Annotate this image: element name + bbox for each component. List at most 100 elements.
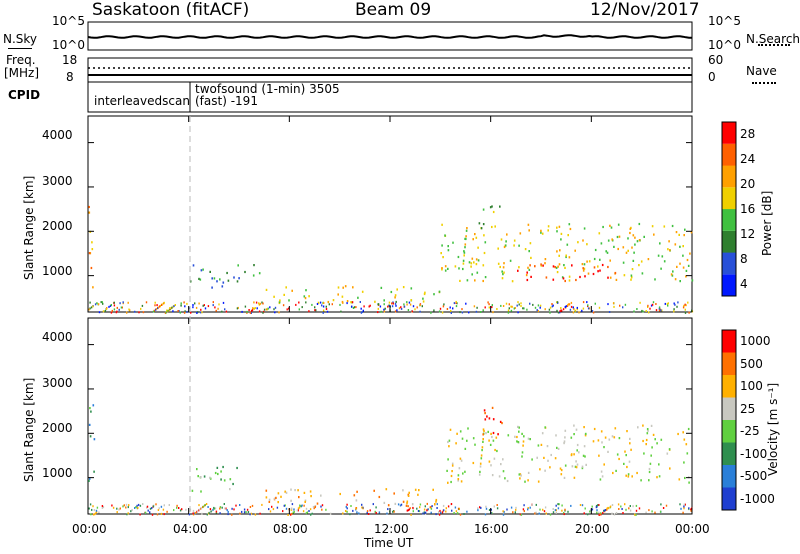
colorbar-swatch: [722, 375, 736, 398]
data-pixel: [266, 308, 268, 311]
data-pixel: [251, 309, 254, 312]
data-pixel: [473, 261, 475, 264]
data-pixel: [137, 506, 139, 509]
data-pixel: [574, 465, 577, 468]
data-pixel: [527, 508, 529, 511]
data-pixel: [285, 491, 288, 494]
data-pixel: [659, 242, 661, 245]
data-pixel: [337, 293, 339, 296]
data-pixel: [202, 505, 205, 508]
data-pixel: [493, 457, 496, 460]
data-pixel: [482, 208, 485, 211]
data-pixel: [480, 311, 482, 313]
data-pixel: [531, 503, 533, 506]
data-pixel: [392, 510, 394, 513]
data-pixel: [321, 304, 323, 307]
data-pixel: [101, 506, 104, 509]
data-pixel: [155, 308, 158, 311]
data-pixel: [602, 225, 604, 229]
data-pixel: [625, 454, 627, 457]
data-pixel: [407, 509, 409, 512]
data-pixel: [524, 248, 527, 251]
data-pixel: [293, 508, 295, 511]
data-pixel: [342, 301, 344, 304]
data-pixel: [617, 247, 619, 251]
data-pixel: [594, 248, 597, 252]
data-pixel: [339, 303, 341, 306]
data-pixel: [282, 304, 285, 307]
data-pixel: [434, 503, 436, 505]
data-pixel: [118, 308, 120, 311]
data-pixel: [410, 287, 413, 290]
data-pixel: [537, 304, 540, 307]
data-pixel: [647, 429, 649, 432]
data-pixel: [599, 478, 602, 481]
data-pixel: [196, 312, 198, 314]
data-pixel: [636, 308, 638, 310]
data-pixel: [346, 302, 348, 305]
data-pixel: [573, 308, 575, 311]
data-pixel: [409, 507, 411, 510]
data-pixel: [288, 307, 290, 310]
data-pixel: [475, 236, 478, 239]
data-pixel: [298, 496, 300, 499]
data-pixel: [179, 509, 182, 512]
data-pixel: [134, 507, 136, 509]
data-pixel: [109, 304, 112, 307]
data-pixel: [685, 275, 687, 278]
data-pixel: [303, 491, 306, 494]
data-pixel: [630, 274, 633, 277]
data-pixel: [537, 310, 539, 313]
data-pixel: [248, 309, 250, 311]
data-pixel: [584, 275, 586, 278]
data-pixel: [517, 269, 519, 272]
data-pixel: [564, 508, 566, 511]
data-pixel: [156, 304, 158, 307]
data-pixel: [424, 505, 426, 508]
data-pixel: [687, 301, 689, 304]
data-pixel: [268, 498, 271, 501]
data-pixel: [506, 233, 508, 236]
data-pixel: [451, 509, 453, 512]
data-pixel: [485, 432, 487, 435]
data-pixel: [322, 311, 324, 314]
data-pixel: [482, 279, 484, 283]
data-pixel: [378, 511, 381, 514]
data-pixel: [623, 462, 625, 465]
data-pixel: [527, 437, 530, 440]
data-pixel: [441, 244, 443, 247]
data-pixel: [577, 241, 579, 244]
data-pixel: [558, 503, 560, 506]
data-pixel: [461, 308, 463, 311]
data-pixel: [88, 211, 91, 214]
data-pixel: [295, 303, 297, 306]
data-pixel: [430, 511, 432, 514]
data-pixel: [312, 505, 315, 508]
data-pixel: [244, 270, 246, 274]
data-pixel: [491, 225, 493, 229]
data-pixel: [501, 422, 503, 425]
data-pixel: [527, 507, 529, 509]
data-pixel: [650, 304, 653, 307]
data-pixel: [491, 306, 493, 309]
data-pixel: [250, 512, 252, 515]
data-pixel: [568, 279, 571, 282]
data-pixel: [453, 512, 455, 514]
data-pixel: [684, 228, 686, 231]
data-pixel: [494, 225, 496, 228]
freq-panel-frame: [87, 57, 693, 83]
data-pixel: [487, 301, 489, 304]
data-pixel: [163, 504, 165, 507]
data-pixel: [316, 303, 319, 305]
data-pixel: [598, 511, 600, 514]
data-pixel: [489, 206, 492, 209]
data-pixel: [617, 223, 620, 226]
data-pixel: [184, 305, 186, 308]
data-pixel: [231, 507, 233, 510]
data-pixel: [250, 309, 253, 312]
data-pixel: [492, 431, 495, 435]
data-pixel: [310, 495, 312, 498]
data-pixel: [667, 304, 669, 307]
data-pixel: [543, 510, 546, 513]
data-pixel: [669, 467, 671, 470]
